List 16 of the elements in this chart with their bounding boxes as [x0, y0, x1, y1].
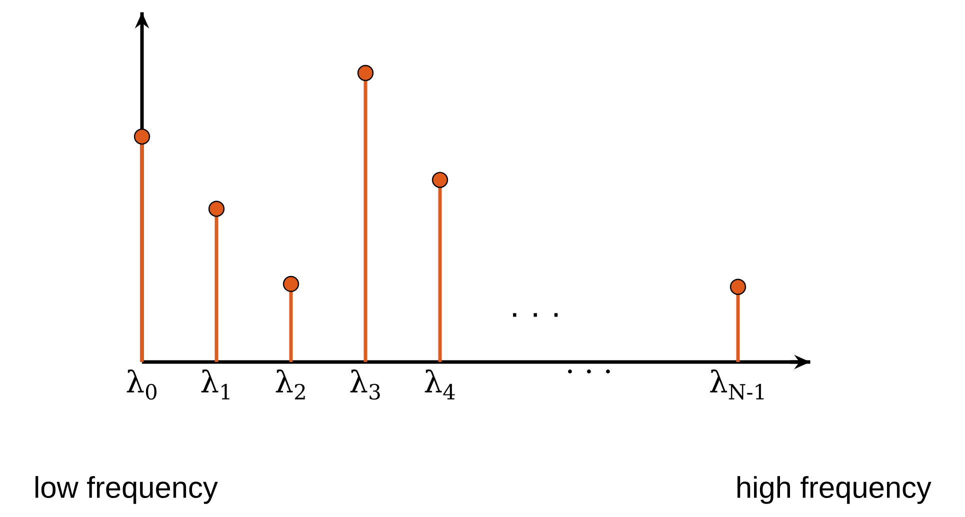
x-tick-label: λ$_{N-1}$ — [710, 370, 764, 400]
x-tick-label: · · · — [568, 370, 610, 374]
text: low frequency — [36, 476, 218, 504]
x-tick-label: λ$_{0}$ — [126, 370, 156, 400]
x-tick-label: λ$_{4}$ — [424, 370, 455, 400]
x-tick-label: λ$_{3}$ — [350, 370, 380, 400]
text: high frequency — [738, 476, 932, 504]
annotation: · · · — [513, 313, 558, 317]
point — [134, 128, 150, 145]
point — [208, 200, 225, 217]
point — [730, 278, 746, 295]
point — [357, 64, 374, 82]
x-tick-label: λ$_{1}$ — [201, 370, 230, 400]
x-tick-label: λ$_{2}$ — [276, 370, 305, 400]
point — [282, 276, 300, 292]
point — [432, 172, 448, 188]
